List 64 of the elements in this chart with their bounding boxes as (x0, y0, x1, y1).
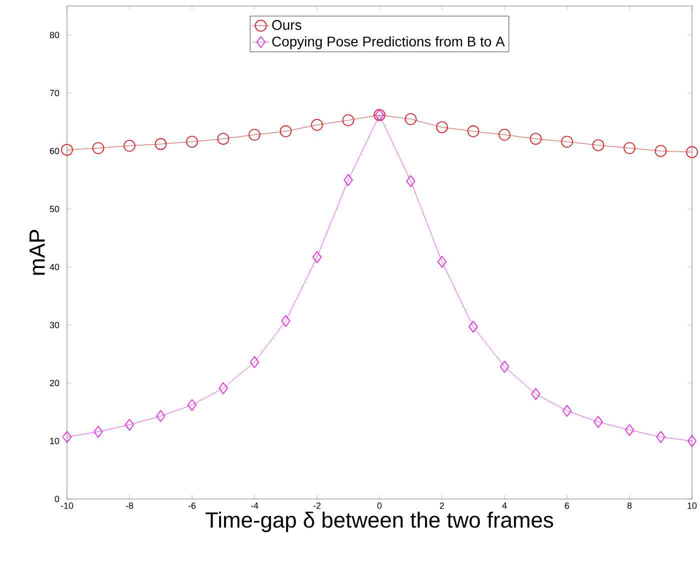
point (186, 136, 198, 148)
x-tick-label: -2 (313, 502, 321, 509)
x-tick-label: 8 (627, 502, 632, 509)
x-tick-label: -4 (250, 502, 258, 509)
point (654, 145, 667, 157)
point (467, 125, 480, 138)
point (656, 431, 666, 443)
point (688, 435, 697, 447)
y-tick-label: 20 (50, 380, 60, 386)
point (311, 119, 323, 131)
point (187, 399, 197, 411)
point (342, 114, 354, 126)
x-tick-label: -10 (60, 502, 74, 509)
y-tick-label: 70 (50, 90, 60, 96)
point (124, 140, 136, 152)
legend-label: Ours (272, 20, 302, 30)
point (625, 424, 634, 436)
point (561, 136, 573, 148)
point (248, 128, 260, 141)
legend-label: Copying Pose Predictions from B to A (272, 36, 505, 50)
point (500, 360, 510, 373)
point (154, 138, 167, 150)
point (218, 382, 228, 394)
point (624, 142, 636, 154)
x-tick-label: 4 (502, 502, 507, 509)
x-tick-label: 2 (440, 502, 444, 509)
y-tick-label: 30 (50, 322, 60, 328)
point (281, 315, 290, 327)
x-tick-label: 6 (564, 502, 570, 509)
point (686, 146, 698, 158)
y-tick-label: 80 (50, 32, 60, 38)
y-tick-label: 10 (50, 438, 60, 444)
x-tick-label: -6 (188, 502, 196, 509)
point (437, 256, 447, 268)
point (406, 175, 416, 188)
point (124, 418, 134, 431)
point (562, 404, 572, 417)
point (217, 132, 230, 145)
point (312, 251, 322, 264)
y-tick-label: 0 (54, 496, 60, 502)
x-tick-label: 0 (377, 502, 382, 509)
point (62, 431, 72, 443)
x-tick-label: 10 (688, 502, 697, 509)
point (530, 132, 542, 145)
point (468, 320, 478, 333)
x-axis-title: Time-gap δ between the two frames (206, 512, 554, 532)
point (594, 416, 603, 428)
point (156, 410, 166, 422)
point (92, 142, 104, 154)
y-tick-label: 50 (50, 206, 60, 212)
point (498, 128, 510, 141)
point (94, 426, 103, 438)
point (344, 174, 353, 186)
point (250, 356, 260, 368)
y-axis-title: mAP (30, 230, 45, 275)
point (280, 125, 292, 138)
point (436, 121, 448, 134)
point (592, 139, 604, 152)
y-tick-label: 60 (50, 148, 60, 154)
y-tick-label: 40 (50, 264, 60, 270)
x-tick-label: -8 (126, 502, 134, 509)
point (61, 144, 73, 156)
point (531, 388, 540, 400)
point (404, 113, 417, 125)
